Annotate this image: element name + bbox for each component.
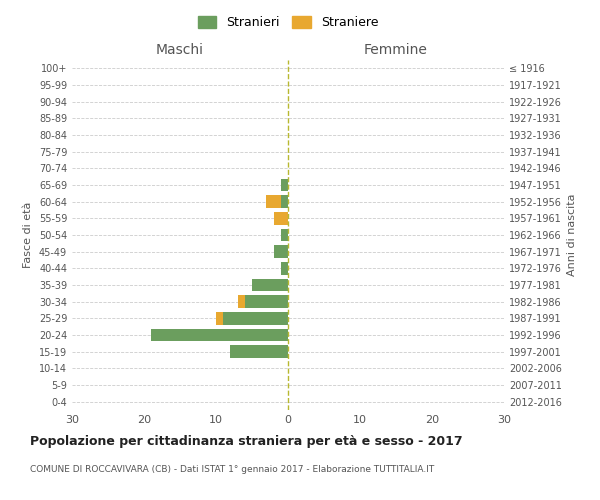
Bar	[245, 296, 288, 308]
Text: COMUNE DI ROCCAVIVARA (CB) - Dati ISTAT 1° gennaio 2017 - Elaborazione TUTTITALI: COMUNE DI ROCCAVIVARA (CB) - Dati ISTAT …	[30, 465, 434, 474]
Text: Maschi: Maschi	[156, 42, 204, 56]
Legend: Stranieri, Straniere: Stranieri, Straniere	[193, 11, 383, 34]
Bar	[281, 229, 288, 241]
Bar	[281, 196, 288, 208]
Bar	[274, 246, 288, 258]
Text: Popolazione per cittadinanza straniera per età e sesso - 2017: Popolazione per cittadinanza straniera p…	[30, 435, 463, 448]
Y-axis label: Anni di nascita: Anni di nascita	[567, 194, 577, 276]
Bar	[223, 312, 288, 324]
Bar	[281, 262, 288, 274]
Bar	[151, 329, 288, 341]
Bar	[281, 179, 288, 192]
Bar	[216, 312, 223, 324]
Bar	[252, 279, 288, 291]
Bar	[274, 212, 288, 224]
Bar	[266, 196, 281, 208]
Y-axis label: Fasce di età: Fasce di età	[23, 202, 33, 268]
Text: Femmine: Femmine	[364, 42, 428, 56]
Bar	[230, 346, 288, 358]
Bar	[238, 296, 245, 308]
